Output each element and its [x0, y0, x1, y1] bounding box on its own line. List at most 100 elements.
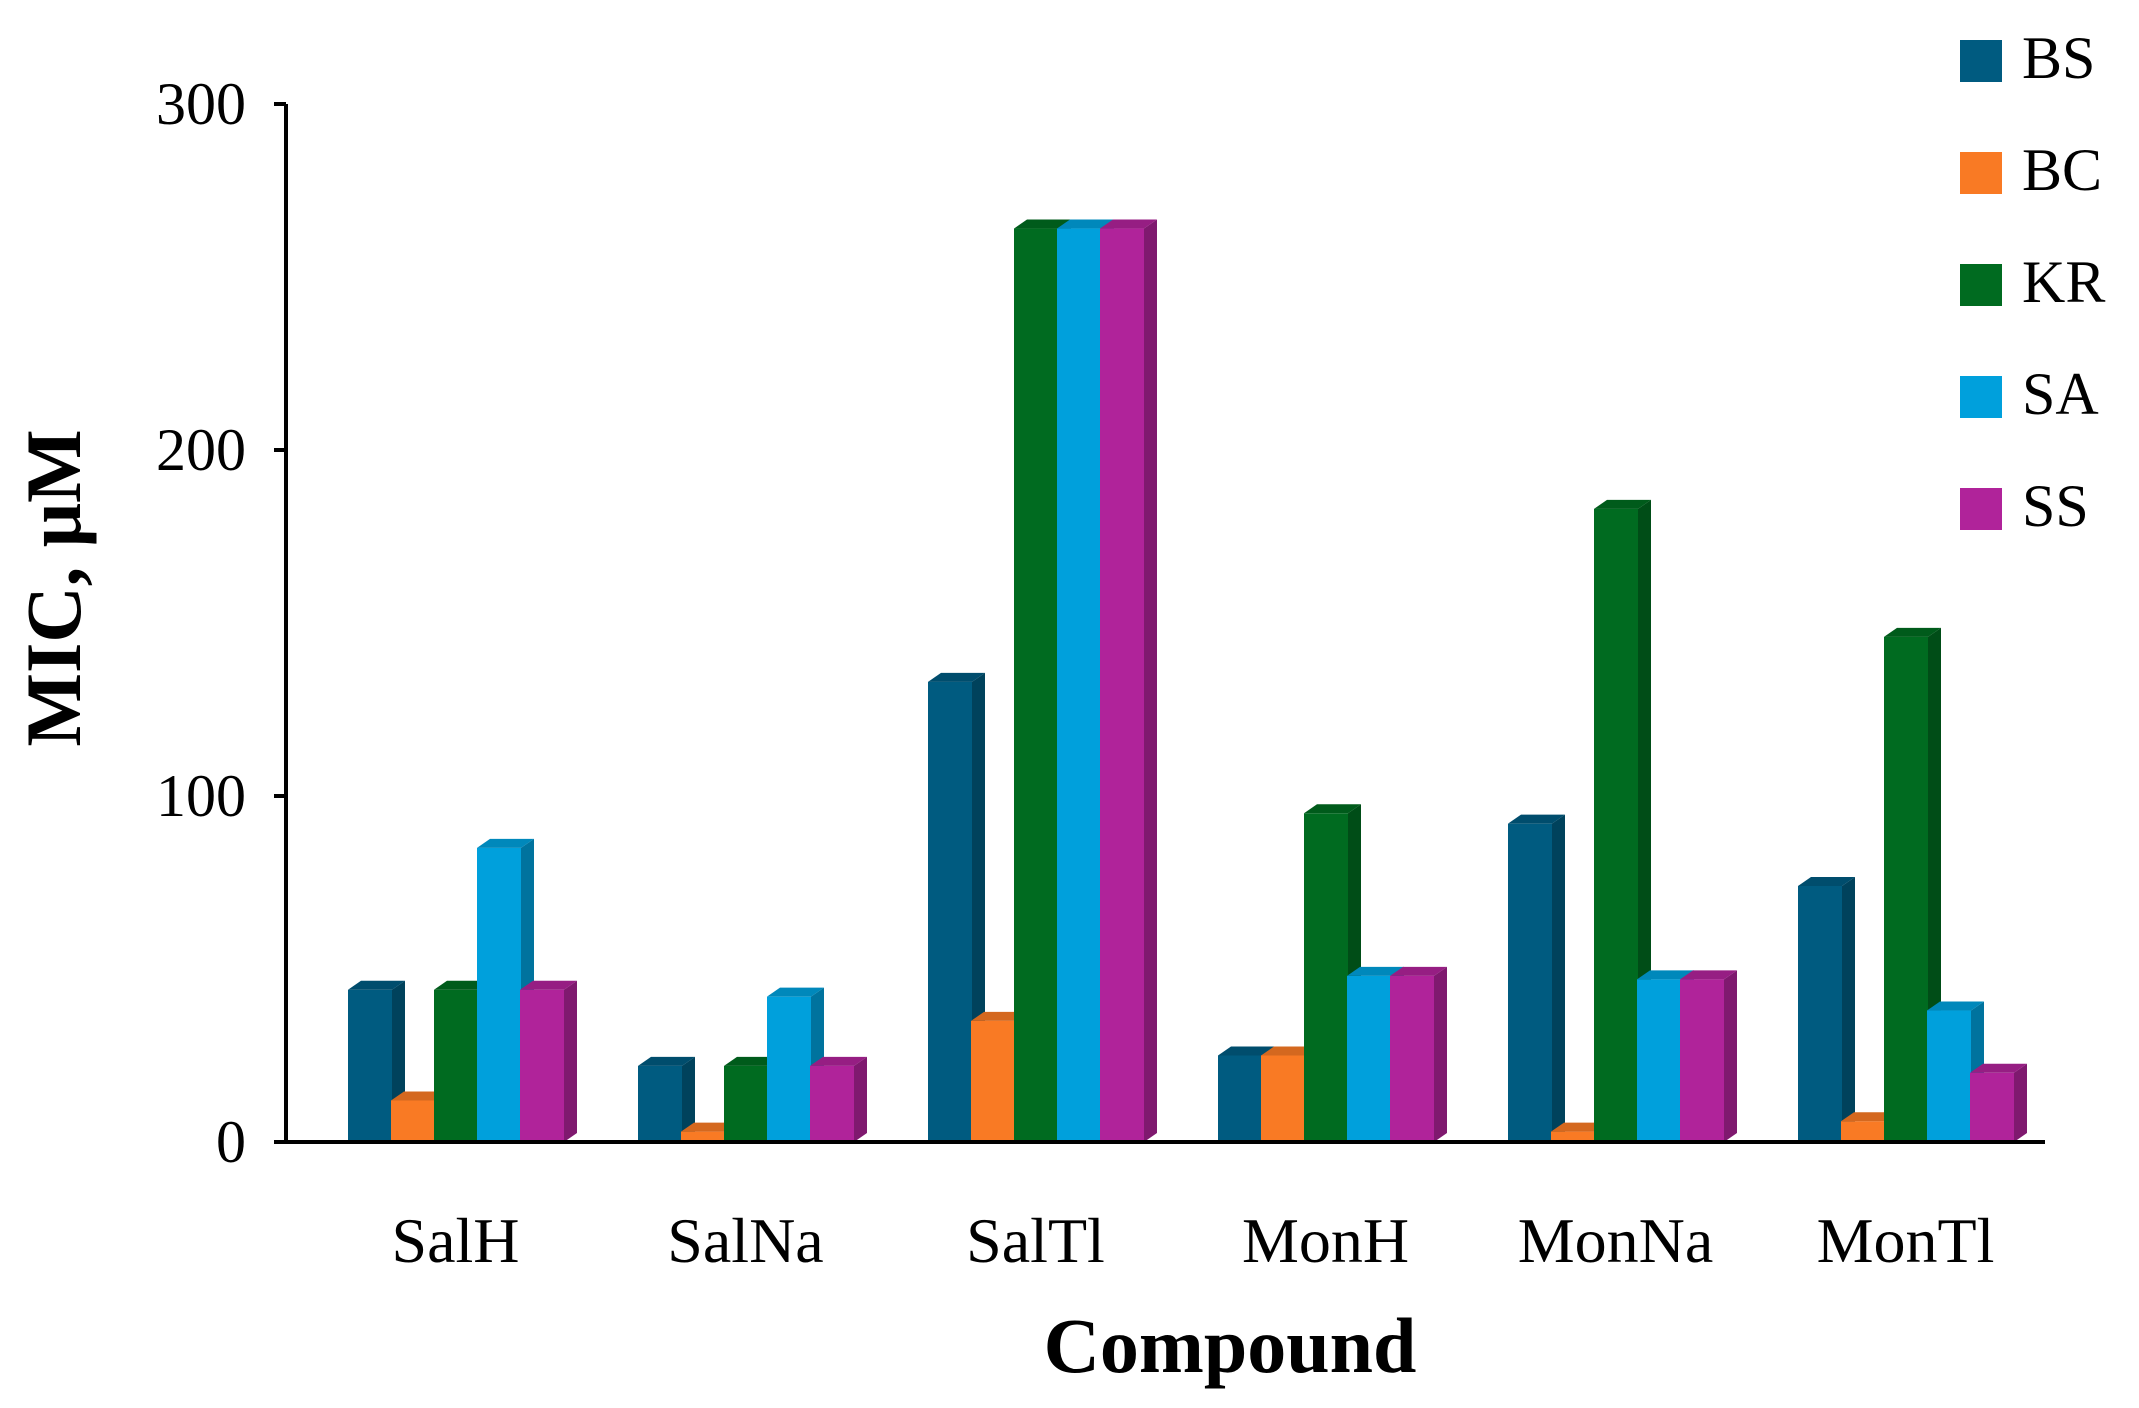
y-tick-label: 300 [156, 71, 246, 137]
bar-front [1841, 1121, 1885, 1142]
bar-top [724, 1056, 781, 1066]
x-tick-label: MonNa [1518, 1205, 1714, 1276]
bar-top [1551, 1122, 1608, 1132]
bar-front [1551, 1131, 1595, 1142]
bar-front [1927, 1010, 1971, 1142]
x-tick-label: MonH [1242, 1205, 1409, 1276]
bar-front [1014, 228, 1058, 1142]
bar-top [1057, 219, 1114, 229]
bar-front [1057, 228, 1101, 1142]
bar-front [434, 989, 478, 1142]
bar-side [1434, 966, 1447, 1142]
bar-top [928, 672, 985, 682]
bar [1798, 876, 1855, 1142]
bar-front [1100, 228, 1144, 1142]
bar-side [564, 980, 577, 1142]
bar-front [971, 1020, 1015, 1142]
y-ticks-group: 0 100 200 300 [156, 71, 286, 1175]
legend-label: BS [2022, 25, 2095, 91]
bar-top [1508, 814, 1565, 824]
bar-front [724, 1065, 768, 1142]
bar-top [1884, 627, 1941, 637]
bar-front [1347, 975, 1391, 1142]
bar-front [1680, 979, 1724, 1142]
bar [810, 1056, 867, 1142]
bar-front [810, 1065, 854, 1142]
bar [1390, 966, 1447, 1142]
x-tick-label: MonTl [1817, 1205, 1995, 1276]
bar-side [1724, 970, 1737, 1142]
bar-top [520, 980, 577, 990]
y-tick-label: 100 [156, 763, 246, 829]
bar-side [1842, 876, 1855, 1142]
x-axis-title: Compound [1044, 1302, 1417, 1389]
bar-front [1304, 813, 1348, 1142]
axes-group [284, 104, 2045, 1144]
bar-front [1261, 1055, 1305, 1142]
bar-top [1304, 804, 1361, 814]
y-tick-label: 0 [216, 1109, 246, 1175]
bar-top [1014, 219, 1071, 229]
bar-top [1347, 966, 1404, 976]
bar [1100, 219, 1157, 1142]
bar-front [1508, 823, 1552, 1142]
bar-top [1218, 1046, 1275, 1056]
bar-front [520, 989, 564, 1142]
legend-label: SS [2022, 473, 2089, 539]
x-tick-label: SalH [392, 1205, 520, 1276]
bar [1680, 970, 1737, 1142]
bar-top [767, 987, 824, 997]
bar-front [1390, 975, 1434, 1142]
bar-side [1144, 219, 1157, 1142]
legend-swatch [1960, 264, 2002, 306]
bar-top [810, 1056, 867, 1066]
x-labels-group: SalH SalNa SalTl MonH MonNa MonTl [392, 1205, 1995, 1276]
bar-top [638, 1056, 695, 1066]
y-tick-label: 200 [156, 417, 246, 483]
bar [520, 980, 577, 1142]
bar [638, 1056, 695, 1142]
bar-top [1970, 1063, 2027, 1073]
bar-front [1594, 508, 1638, 1142]
bar-top [1680, 970, 1737, 980]
x-tick-label: SalTl [966, 1205, 1105, 1276]
bar-front [928, 681, 972, 1142]
bars-group [348, 219, 2027, 1142]
bar-side [2014, 1063, 2027, 1142]
legend: BS BC KR SA SS [1960, 25, 2105, 539]
bar-top [681, 1122, 738, 1132]
bar-top [1927, 1001, 1984, 1011]
bar-top [1841, 1112, 1898, 1122]
bar [1970, 1063, 2027, 1142]
bar-side [1552, 814, 1565, 1142]
bar-top [971, 1011, 1028, 1021]
legend-swatch [1960, 152, 2002, 194]
y-axis-title: MIC, μM [10, 429, 97, 746]
bar-top [1798, 876, 1855, 886]
bar-top [348, 980, 405, 990]
bar-top [434, 980, 491, 990]
legend-swatch [1960, 488, 2002, 530]
legend-label: BC [2022, 137, 2102, 203]
bar-front [638, 1065, 682, 1142]
bar-front [681, 1131, 725, 1142]
bar-front [1798, 885, 1842, 1142]
bar-top [391, 1091, 448, 1101]
bar-front [391, 1100, 435, 1142]
legend-swatch [1960, 376, 2002, 418]
bar-top [1100, 219, 1157, 229]
bar-front [348, 989, 392, 1142]
bar-side [854, 1056, 867, 1142]
legend-label: KR [2022, 249, 2105, 315]
bar-front [1637, 979, 1681, 1142]
bar-front [1970, 1072, 2014, 1142]
legend-label: SA [2022, 361, 2099, 427]
bar-front [1218, 1055, 1262, 1142]
bar [1508, 814, 1565, 1142]
x-tick-label: SalNa [667, 1205, 823, 1276]
bar-top [1594, 499, 1651, 509]
legend-swatch [1960, 40, 2002, 82]
bar-top [1390, 966, 1447, 976]
bar-top [477, 838, 534, 848]
